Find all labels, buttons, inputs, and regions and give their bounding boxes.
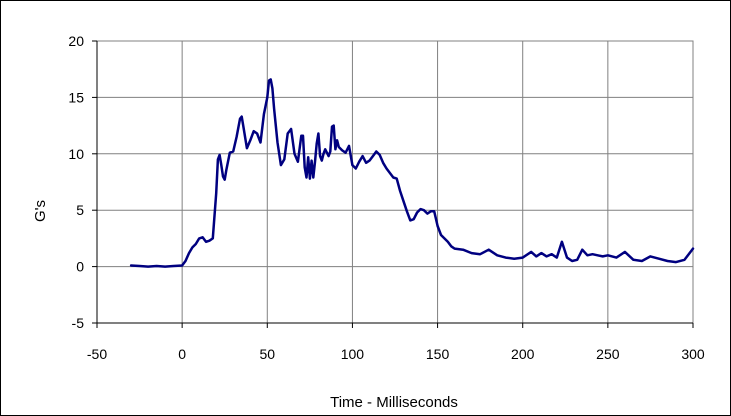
x-tick-label: 150 [426, 346, 450, 362]
plot-area-border [96, 40, 694, 324]
y-tick-label: -5 [72, 315, 85, 331]
x-axis-ticks: -50 0 50 100 150 200 250 300 [87, 323, 705, 362]
plot-area [96, 40, 694, 324]
gridlines [96, 40, 694, 324]
x-tick-label: 250 [596, 346, 620, 362]
x-axis-title: Time - Milliseconds [330, 394, 458, 411]
y-tick-label: 15 [68, 89, 84, 105]
series-layer [129, 78, 695, 268]
y-tick-label: 20 [68, 33, 84, 49]
y-axis-ticks: -5 0 5 10 15 20 [68, 33, 97, 331]
x-tick-label: 300 [681, 346, 705, 362]
y-tick-label: 5 [76, 202, 84, 218]
x-tick-label: 50 [259, 346, 275, 362]
x-tick-label: -50 [87, 346, 107, 362]
y-axis-title: G's [32, 200, 49, 222]
series-line [129, 78, 695, 268]
y-tick-label: 10 [68, 146, 84, 162]
x-tick-label: 100 [341, 346, 365, 362]
x-tick-label: 200 [511, 346, 535, 362]
x-tick-label: 0 [178, 346, 186, 362]
y-tick-label: 0 [76, 259, 84, 275]
